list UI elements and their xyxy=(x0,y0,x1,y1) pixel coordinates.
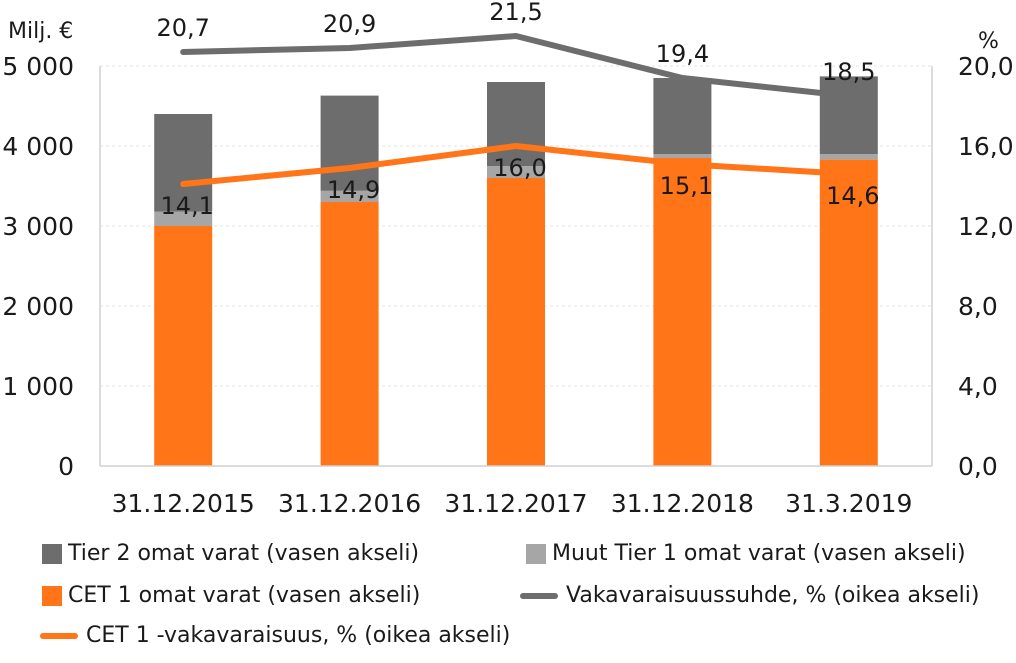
y-left-tick-label: 5 000 xyxy=(2,52,74,81)
bar-segment xyxy=(653,158,712,466)
y-left-axis-title: Milj. € xyxy=(8,19,73,44)
axes: 0 1 000 2 000 3 000 4 000 5 000 0,0 4,0 8,0 12,0 1… xyxy=(2,52,1013,518)
bar-segment xyxy=(154,211,213,226)
legend-label-cet1: CET 1 omat varat (vasen akseli) xyxy=(68,583,421,608)
bar-segment xyxy=(320,190,379,202)
x-tick-label: 31.12.2015 xyxy=(112,489,255,518)
data-label: 19,4 xyxy=(656,40,709,68)
legend: Tier 2 omat varat (vasen akseli) Muut Ti… xyxy=(0,535,1016,663)
bar-segment xyxy=(320,95,379,191)
series-line xyxy=(180,33,852,99)
data-label: 20,7 xyxy=(156,14,209,42)
y-right-axis-title: % xyxy=(978,29,999,54)
data-label: 21,5 xyxy=(489,0,542,26)
bar-segment xyxy=(653,78,712,154)
bar-segment xyxy=(653,154,712,158)
data-label: 14,9 xyxy=(327,176,380,204)
bar-segment xyxy=(487,178,545,466)
legend-swatch-tier2 xyxy=(42,543,62,564)
data-label: 14,1 xyxy=(160,192,213,220)
y-right-tick-label: 0,0 xyxy=(958,452,998,481)
bar-segment xyxy=(487,82,545,166)
y-right-tick-label: 8,0 xyxy=(958,292,998,321)
bar-segment xyxy=(320,202,379,466)
series-lines xyxy=(180,33,852,187)
legend-item-cet1: CET 1 omat varat (vasen akseli) xyxy=(42,583,420,608)
x-tick-label: 31.12.2017 xyxy=(444,489,587,518)
x-tick-label: 31.3.2019 xyxy=(785,489,912,518)
bar-segment xyxy=(819,154,878,160)
bar-segment xyxy=(154,114,213,212)
legend-item-vakavaraisuussuhde: Vakavaraisuussuhde, % (oikea akseli) xyxy=(520,583,980,608)
legend-swatch-muut-tier1 xyxy=(526,543,546,564)
y-left-tick-label: 3 000 xyxy=(2,212,74,241)
y-left-tick-label: 1 000 xyxy=(2,372,74,401)
y-right-tick-label: 12,0 xyxy=(958,212,1014,241)
legend-label-cet1-vakavaraisuus: CET 1 -vakavaraisuus, % (oikea akseli) xyxy=(86,623,511,648)
legend-label-muut-tier1: Muut Tier 1 omat varat (vasen akseli) xyxy=(552,541,966,566)
legend-swatch-cet1 xyxy=(42,585,62,606)
data-label: 18,5 xyxy=(822,58,875,86)
data-label: 20,9 xyxy=(323,10,376,38)
bar-segment xyxy=(819,76,878,154)
y-left-tick-label: 4 000 xyxy=(2,132,74,161)
data-labels: 20,7 20,9 21,5 19,4 18,5 14,1 14,9 16,0 15,1 14,6 xyxy=(156,0,879,220)
bar-segment xyxy=(487,166,545,178)
x-tick-label: 31.12.2018 xyxy=(611,489,754,518)
y-right-tick-label: 16,0 xyxy=(958,132,1014,161)
bar-segment xyxy=(819,159,878,466)
legend-item-cet1-vakavaraisuus: CET 1 -vakavaraisuus, % (oikea akseli) xyxy=(40,623,510,648)
series-line xyxy=(180,143,852,187)
bars xyxy=(154,76,878,466)
data-label: 16,0 xyxy=(493,154,546,182)
y-left-tick-label: 2 000 xyxy=(2,292,74,321)
y-right-tick-label: 4,0 xyxy=(958,372,998,401)
y-right-tick-label: 20,0 xyxy=(958,52,1014,81)
legend-item-muut-tier1: Muut Tier 1 omat varat (vasen akseli) xyxy=(526,541,966,566)
legend-swatch-cet1-vakavaraisuus xyxy=(40,632,78,639)
data-label: 14,6 xyxy=(826,182,879,210)
legend-label-vakavaraisuussuhde: Vakavaraisuussuhde, % (oikea akseli) xyxy=(566,583,980,608)
x-tick-label: 31.12.2016 xyxy=(278,489,421,518)
legend-swatch-vakavaraisuussuhde xyxy=(520,592,558,599)
data-label: 15,1 xyxy=(660,172,713,200)
bar-segment xyxy=(154,226,213,466)
legend-label-tier2: Tier 2 omat varat (vasen akseli) xyxy=(68,541,420,566)
y-left-tick-label: 0 xyxy=(58,452,74,481)
legend-item-tier2: Tier 2 omat varat (vasen akseli) xyxy=(42,541,419,566)
chart-canvas: 20,7 20,9 21,5 19,4 18,5 14,1 14,9 16,0 15,1 14,6… xyxy=(2,0,1013,518)
